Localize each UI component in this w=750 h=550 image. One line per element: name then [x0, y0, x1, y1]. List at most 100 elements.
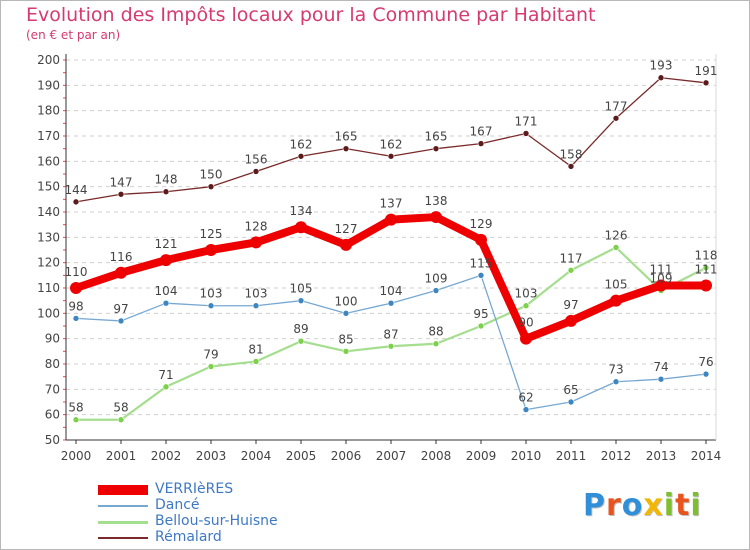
- data-point: [162, 299, 170, 307]
- data-label: 97: [113, 302, 128, 316]
- data-point: [432, 287, 440, 294]
- data-label: 156: [245, 152, 268, 166]
- x-tick-label: 2014: [691, 449, 722, 463]
- data-point: [657, 375, 665, 383]
- data-label: 115: [470, 256, 493, 270]
- data-point: [207, 183, 215, 190]
- data-label: 191: [695, 64, 718, 78]
- data-label: 76: [698, 355, 713, 369]
- y-tick-label: 90: [45, 332, 60, 346]
- legend-swatch: [98, 537, 148, 539]
- data-label: 74: [653, 360, 668, 374]
- chart-subtitle: (en € et par an): [26, 28, 121, 42]
- data-label: 104: [155, 284, 178, 298]
- y-tick-label: 100: [37, 306, 60, 320]
- data-point: [162, 383, 170, 391]
- data-point: [567, 266, 575, 274]
- x-tick-label: 2009: [466, 449, 497, 463]
- data-point: [477, 272, 485, 279]
- data-label: 90: [518, 316, 533, 330]
- legend-swatch: [98, 505, 148, 507]
- legend-item-dance: Dancé: [98, 497, 358, 514]
- data-point: [387, 299, 395, 307]
- data-point: [702, 264, 710, 272]
- data-point: [702, 79, 710, 87]
- data-label: 129: [470, 217, 493, 231]
- legend-label: Bellou-sur-Huisne: [155, 513, 278, 529]
- data-label: 73: [608, 363, 623, 377]
- x-tick-label: 2012: [601, 449, 632, 463]
- data-label: 158: [560, 147, 583, 161]
- data-point: [567, 398, 575, 406]
- logo-letter: o: [621, 488, 644, 523]
- data-point: [612, 378, 620, 386]
- data-point: [702, 370, 710, 378]
- data-label: 109: [425, 272, 448, 286]
- data-label: 103: [245, 287, 268, 301]
- data-label: 105: [290, 282, 313, 296]
- data-point: [657, 74, 665, 82]
- data-point: [117, 317, 125, 325]
- x-tick-label: 2010: [511, 449, 542, 463]
- y-tick-label: 120: [37, 256, 60, 270]
- data-point: [297, 297, 305, 304]
- y-tick-label: 150: [37, 180, 60, 194]
- data-point: [70, 282, 82, 294]
- data-label: 137: [380, 197, 403, 211]
- logo-letter: i: [663, 488, 676, 523]
- data-point: [477, 140, 485, 147]
- data-point: [295, 221, 307, 234]
- data-point: [162, 188, 170, 196]
- data-label: 88: [428, 325, 443, 339]
- data-point: [387, 342, 395, 350]
- data-label: 127: [335, 222, 358, 236]
- data-label: 162: [290, 137, 313, 151]
- legend-item-verrieres: VERRIèRES: [98, 481, 358, 498]
- x-tick-label: 2005: [286, 449, 317, 463]
- data-label: 85: [338, 332, 353, 346]
- x-tick-label: 2001: [106, 449, 137, 463]
- data-label: 103: [200, 287, 223, 301]
- data-point: [205, 244, 217, 256]
- y-tick-label: 80: [45, 357, 60, 371]
- proxiti-logo: Proxiti: [583, 488, 702, 523]
- y-tick-label: 70: [45, 382, 60, 396]
- data-point: [297, 337, 305, 345]
- data-point: [387, 152, 395, 160]
- legend-swatch: [98, 520, 148, 524]
- data-label: 111: [695, 262, 718, 276]
- data-point: [207, 302, 215, 310]
- data-label: 95: [473, 307, 488, 321]
- y-tick-label: 200: [37, 53, 60, 67]
- legend-item-remalard: Rémalard: [98, 529, 358, 546]
- data-point: [117, 190, 125, 198]
- data-label: 58: [113, 401, 128, 415]
- logo-letter: i: [690, 488, 702, 523]
- data-label: 111: [650, 262, 673, 276]
- data-point: [250, 236, 262, 249]
- data-label: 121: [155, 237, 178, 251]
- data-label: 100: [335, 294, 358, 308]
- data-label: 71: [158, 368, 173, 382]
- data-point: [520, 332, 532, 345]
- x-tick-label: 2003: [196, 449, 227, 463]
- data-label: 79: [203, 348, 218, 362]
- data-point: [252, 358, 260, 365]
- data-label: 81: [248, 342, 263, 356]
- legend-label: Dancé: [155, 497, 200, 513]
- logo-letter: t: [675, 488, 691, 523]
- data-label: 98: [68, 299, 83, 313]
- data-label: 117: [560, 251, 583, 265]
- data-label: 87: [383, 327, 398, 341]
- data-label: 177: [605, 99, 628, 113]
- y-tick-label: 170: [37, 129, 60, 143]
- data-point: [430, 211, 442, 224]
- y-tick-label: 190: [37, 78, 60, 92]
- data-label: 110: [65, 265, 88, 279]
- x-tick-label: 2004: [241, 449, 272, 463]
- data-point: [72, 315, 80, 322]
- logo-letter: P: [583, 488, 606, 523]
- data-point: [252, 302, 260, 310]
- legend-label: VERRIèRES: [155, 481, 234, 497]
